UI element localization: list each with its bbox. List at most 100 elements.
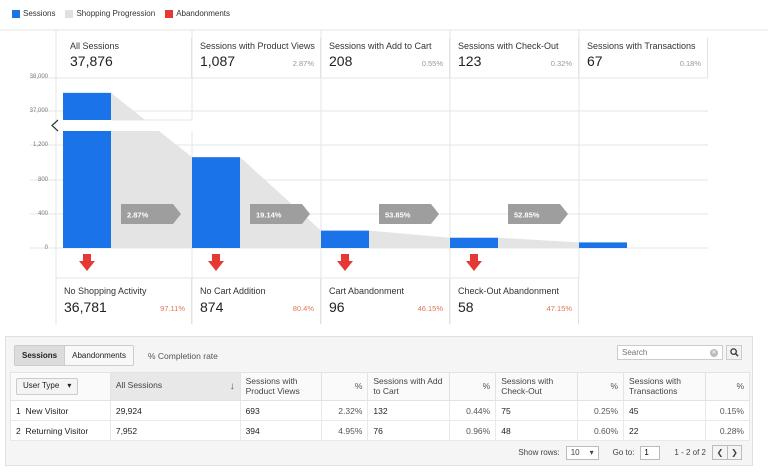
col-add-to-cart[interactable]: Sessions with Add to Cart bbox=[367, 372, 451, 401]
col-product-views-pct[interactable]: % bbox=[321, 372, 369, 401]
stage-check-out[interactable]: Sessions with Check-Out 123 0.32% bbox=[450, 38, 579, 78]
funnel-bar bbox=[63, 92, 111, 249]
show-rows-select[interactable]: 10 ▾ bbox=[565, 445, 599, 460]
abandon-check-out[interactable]: Check-Out Abandonment 58 47.15% bbox=[450, 278, 579, 324]
row-name-link[interactable]: Returning Visitor bbox=[25, 425, 89, 436]
funnel-bar bbox=[579, 242, 627, 248]
cell: 48 bbox=[495, 420, 579, 441]
funnel-table: User Type ▾ All Sessions ↓ Sessions with… bbox=[10, 372, 751, 441]
cell: 29,924 bbox=[109, 400, 241, 421]
stage-title: Sessions with Add to Cart bbox=[329, 41, 432, 51]
y-tick-label: 400 bbox=[37, 211, 48, 217]
progression-band bbox=[111, 92, 192, 249]
cell: 0.28% bbox=[704, 420, 751, 441]
row-name-link[interactable]: New Visitor bbox=[25, 405, 69, 416]
clear-icon[interactable]: ✕ bbox=[710, 348, 718, 357]
cell: 7,952 bbox=[109, 420, 241, 441]
abandon-pct: 97.11% bbox=[160, 304, 185, 313]
abandon-no-shopping[interactable]: No Shopping Activity 36,781 97.11% bbox=[56, 278, 192, 324]
abandonment-arrow bbox=[466, 254, 482, 271]
stage-value: 208 bbox=[329, 53, 353, 69]
legend-item-sessions: Sessions bbox=[12, 9, 55, 18]
search-button[interactable] bbox=[726, 345, 742, 360]
cell: 75 bbox=[495, 400, 579, 421]
cell: 45 bbox=[623, 400, 706, 421]
search-icon bbox=[729, 348, 739, 357]
user-type-label: User Type bbox=[23, 381, 60, 391]
axis-break-mark bbox=[51, 119, 59, 132]
y-tick-label: 37,000 bbox=[29, 108, 48, 114]
table-row: 1 New Visitor 29,924 693 2.32% 132 0.44%… bbox=[10, 400, 751, 421]
col-check-out[interactable]: Sessions with Check-Out bbox=[495, 372, 579, 401]
legend-label-progression: Shopping Progression bbox=[76, 9, 156, 18]
stage-product-views[interactable]: Sessions with Product Views 1,087 2.87% bbox=[192, 38, 321, 78]
legend-swatch-sessions bbox=[12, 9, 20, 18]
progression-arrow bbox=[379, 204, 439, 224]
shopping-funnel: 2.87% 19.14% 53.85% 52.85% 38,000 37,000 1,20… bbox=[0, 29, 768, 324]
cell: 132 bbox=[367, 400, 451, 421]
abandon-pct: 80.4% bbox=[292, 304, 314, 313]
row-user-type: 2 Returning Visitor bbox=[10, 420, 111, 441]
cell: 2.32% bbox=[321, 400, 369, 421]
row-index: 2 bbox=[16, 425, 21, 436]
cell: 0.15% bbox=[704, 400, 751, 421]
abandon-pct: 47.15% bbox=[546, 304, 572, 313]
stage-pct: 0.32% bbox=[550, 59, 572, 68]
tab-abandonments[interactable]: Abandonments bbox=[64, 346, 133, 365]
cell: 394 bbox=[239, 420, 323, 441]
funnel-bar bbox=[321, 230, 369, 248]
abandon-no-cart[interactable]: No Cart Addition 874 80.4% bbox=[192, 278, 321, 324]
show-rows-value: 10 bbox=[570, 448, 580, 457]
legend-swatch-progression bbox=[65, 9, 74, 18]
progression-band bbox=[369, 230, 450, 248]
progression-arrow bbox=[508, 204, 568, 224]
abandonment-arrow bbox=[79, 254, 95, 271]
progression-rate-label: 19.14% bbox=[256, 211, 282, 220]
funnel-bar bbox=[192, 157, 240, 248]
legend-swatch-abandonments bbox=[165, 9, 174, 18]
funnel-table-panel: Sessions Abandonments % Completion rate … bbox=[5, 336, 753, 466]
goto-input[interactable] bbox=[640, 445, 661, 460]
progression-arrow bbox=[121, 204, 181, 224]
progression-arrow bbox=[250, 204, 310, 224]
abandon-title: Cart Abandonment bbox=[329, 286, 405, 296]
cell: 693 bbox=[239, 400, 323, 421]
row-index: 1 bbox=[16, 405, 21, 416]
legend-label-abandonments: Abandonments bbox=[176, 9, 231, 18]
stage-pct: 0.18% bbox=[679, 59, 701, 68]
stage-add-to-cart[interactable]: Sessions with Add to Cart 208 0.55% bbox=[321, 38, 450, 78]
stage-pct: 2.87% bbox=[292, 59, 314, 68]
show-rows-label: Show rows: bbox=[518, 448, 560, 457]
col-transactions-pct[interactable]: % bbox=[704, 372, 751, 401]
progression-band bbox=[498, 237, 579, 248]
cell: 76 bbox=[367, 420, 451, 441]
stage-title: Sessions with Product Views bbox=[200, 41, 315, 51]
user-type-dropdown[interactable]: User Type ▾ bbox=[16, 378, 79, 395]
funnel-bar bbox=[450, 237, 498, 248]
col-product-views[interactable]: Sessions with Product Views bbox=[239, 372, 323, 401]
search-box: ✕ bbox=[617, 345, 723, 360]
abandon-value: 36,781 bbox=[64, 299, 107, 315]
table-header-row: User Type ▾ All Sessions ↓ Sessions with… bbox=[10, 372, 751, 401]
view-toggle: Sessions Abandonments bbox=[14, 345, 134, 366]
chart-legend: Sessions Shopping Progression Abandonmen… bbox=[12, 9, 230, 18]
next-page-button[interactable]: ❯ bbox=[727, 446, 741, 459]
abandon-title: No Shopping Activity bbox=[64, 286, 147, 296]
col-check-out-pct[interactable]: % bbox=[577, 372, 625, 401]
funnel-chart: 2.87% 19.14% 53.85% 52.85% bbox=[0, 29, 768, 324]
col-label: All Sessions bbox=[115, 380, 163, 390]
completion-rate-link[interactable]: % Completion rate bbox=[147, 350, 218, 361]
tab-sessions[interactable]: Sessions bbox=[15, 346, 65, 365]
prev-page-button[interactable]: ❮ bbox=[713, 446, 727, 459]
col-transactions[interactable]: Sessions with Transactions bbox=[623, 372, 706, 401]
stage-title: All Sessions bbox=[70, 41, 120, 51]
search-input[interactable] bbox=[622, 348, 702, 357]
col-add-to-cart-pct[interactable]: % bbox=[449, 372, 497, 401]
stage-transactions[interactable]: Sessions with Transactions 67 0.18% bbox=[579, 38, 708, 78]
abandon-cart[interactable]: Cart Abandonment 96 46.15% bbox=[321, 278, 450, 324]
stage-all-sessions[interactable]: All Sessions 37,876 bbox=[62, 38, 192, 78]
abandon-value: 874 bbox=[200, 299, 224, 315]
table-row: 2 Returning Visitor 7,952 394 4.95% 76 0… bbox=[10, 420, 751, 441]
legend-item-abandonments: Abandonments bbox=[165, 9, 230, 18]
col-all-sessions[interactable]: All Sessions ↓ bbox=[109, 372, 241, 401]
